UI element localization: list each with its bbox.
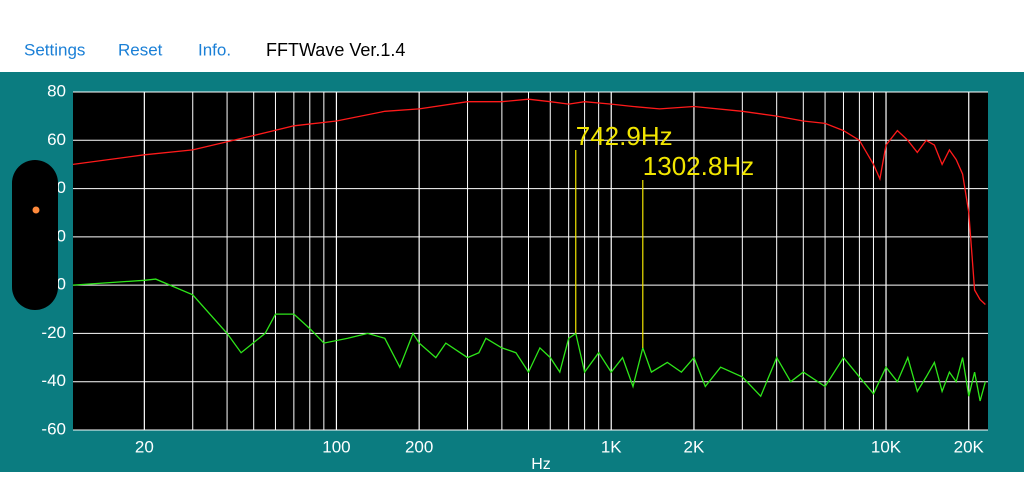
nav-button[interactable]: Info. [198,40,231,59]
x-tick-label: 20 [135,437,154,456]
x-tick-label: 10K [871,437,902,456]
y-tick-label: -40 [41,371,66,390]
x-tick-label: 200 [405,437,433,456]
y-tick-label: -20 [41,323,66,342]
app-title: FFTWave Ver.1.4 [266,40,405,60]
x-axis-label: Hz [531,456,551,472]
spectrum-line [72,278,987,402]
spectrum-line [72,98,986,305]
x-tick-label: 100 [322,437,350,456]
x-tick-label: 1K [601,437,622,456]
slider-knob[interactable] [32,206,40,214]
toolbar [0,0,1024,72]
peak-label: 742.9Hz [576,121,673,151]
x-tick-label: 2K [684,437,705,456]
y-tick-label: 80 [47,81,66,100]
x-tick-label: 20K [954,437,985,456]
nav-button[interactable]: Reset [118,40,163,59]
y-tick-label: 0 [57,275,66,294]
nav-button[interactable]: Settings [24,40,85,59]
y-tick-label: 60 [47,130,66,149]
peak-label: 1302.8Hz [643,151,754,181]
side-slider[interactable] [12,160,58,310]
y-tick-label: -60 [41,419,66,438]
plot-area [73,92,988,430]
